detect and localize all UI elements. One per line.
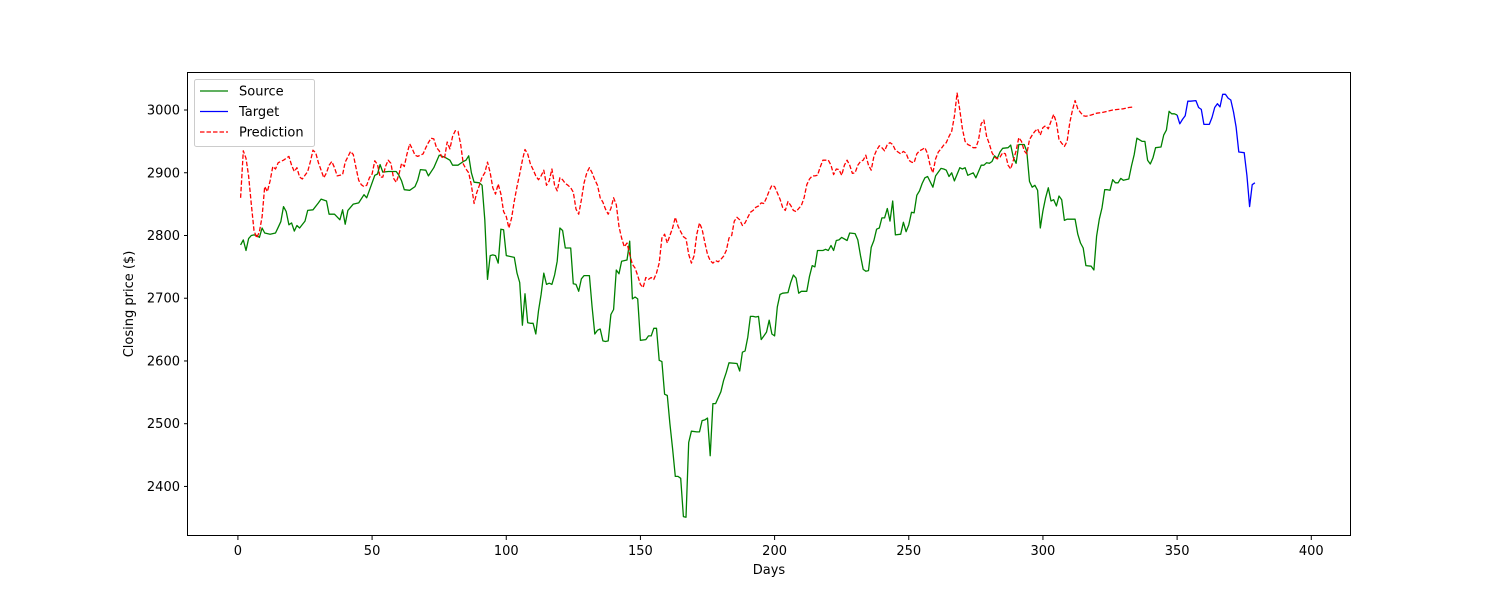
legend-box <box>194 79 315 147</box>
x-tick-label: 350 <box>1165 544 1190 559</box>
y-tick-label: 2400 <box>147 480 180 495</box>
y-tick-label: 2600 <box>147 354 180 369</box>
plot-area-frame <box>187 72 1351 536</box>
x-tick-label: 400 <box>1299 544 1324 559</box>
y-axis-label: Closing price ($) <box>122 251 137 358</box>
series-line-prediction <box>239 92 1135 289</box>
x-tick-label: 200 <box>762 544 787 559</box>
x-tick-label: 100 <box>494 544 519 559</box>
y-tick-label: 2900 <box>147 166 180 181</box>
x-tick-label: 250 <box>896 544 921 559</box>
y-tick-label: 2700 <box>147 292 180 307</box>
x-tick-label: 300 <box>1031 544 1056 559</box>
y-axis-ticks: 2400 2500 2600 2700 2800 2900 3000 <box>147 104 188 495</box>
x-axis-ticks: 0 50 100 150 200 250 300 350 400 <box>234 536 1324 559</box>
legend-label-prediction: Prediction <box>239 126 304 141</box>
series-line-target <box>1176 93 1256 208</box>
series-line-source <box>240 110 1178 518</box>
y-tick-label: 2800 <box>147 229 180 244</box>
y-tick-label: 3000 <box>147 104 180 119</box>
legend-label-source: Source <box>239 85 284 100</box>
legend-label-target: Target <box>238 105 279 120</box>
x-tick-label: 150 <box>628 544 653 559</box>
y-tick-label: 2500 <box>147 417 180 432</box>
x-tick-label: 50 <box>364 544 381 559</box>
x-tick-label: 0 <box>234 544 242 559</box>
chart-legend: Source Target Prediction <box>194 79 315 147</box>
x-axis-label: Days <box>753 563 786 578</box>
plot-lines <box>239 92 1256 518</box>
